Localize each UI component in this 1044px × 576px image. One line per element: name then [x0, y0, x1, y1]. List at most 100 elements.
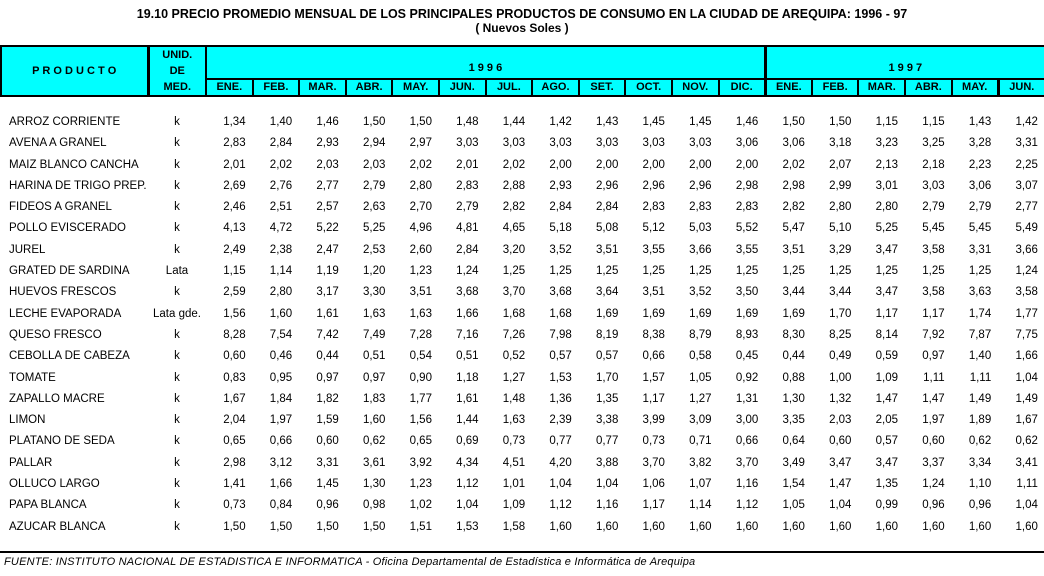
price-cell: 3,52: [532, 239, 579, 262]
price-cell: 1,11: [905, 367, 952, 389]
price-cell: 3,49: [765, 452, 812, 475]
price-cell: 1,25: [858, 261, 906, 283]
price-cell: 3,82: [671, 452, 719, 475]
price-cell: 1,70: [578, 367, 626, 389]
price-cell: 0,45: [718, 346, 766, 368]
product-column-header: P R O D U C T O: [0, 45, 149, 97]
price-cell: 0,54: [392, 346, 439, 368]
price-cell: 1,66: [252, 474, 300, 496]
price-cell: 1,47: [811, 474, 859, 496]
price-cell: 2,80: [252, 282, 300, 304]
price-cell: 0,69: [438, 431, 486, 453]
unit-cell: k: [148, 367, 206, 389]
price-cell: 1,60: [671, 516, 719, 538]
price-cell: 4,51: [485, 452, 533, 475]
price-cell: 1,06: [625, 474, 672, 496]
price-cell: 1,61: [299, 303, 346, 325]
price-cell: 2,93: [299, 133, 346, 155]
price-cell: 2,94: [345, 133, 393, 155]
price-cell: 1,43: [578, 96, 626, 134]
product-cell: PAPA BLANCA: [1, 495, 148, 517]
unit-cell: k: [148, 388, 206, 411]
price-cell: 1,50: [345, 96, 393, 134]
price-cell: 0,66: [625, 346, 672, 368]
price-cell: 1,58: [485, 516, 533, 538]
price-cell: 3,68: [438, 282, 486, 304]
price-cell: 1,16: [718, 474, 766, 496]
month-header: MAR.: [857, 78, 907, 97]
price-cell: 2,96: [671, 175, 719, 198]
price-cell: 7,49: [345, 324, 393, 347]
price-cell: 3,29: [811, 239, 859, 262]
price-cell: 1,10: [951, 474, 999, 496]
price-cell: 2,76: [252, 175, 300, 198]
month-header: MAR.: [298, 78, 347, 97]
price-cell: 3,37: [905, 452, 952, 475]
price-cell: 2,01: [206, 154, 253, 176]
price-cell: 1,69: [765, 303, 812, 325]
price-cell: 3,44: [811, 282, 859, 304]
price-cell: 1,63: [392, 303, 439, 325]
price-cell: 1,01: [485, 474, 533, 496]
price-cell: 2,00: [532, 154, 579, 176]
price-cell: 1,49: [951, 388, 999, 411]
unit-cell: k: [148, 218, 206, 240]
price-cell: 1,50: [392, 96, 439, 134]
price-cell: 1,12: [532, 495, 579, 517]
price-cell: 3,58: [905, 282, 952, 304]
product-cell: AZUCAR BLANCA: [1, 516, 148, 538]
price-cell: 0,60: [299, 431, 346, 453]
price-cell: 4,96: [392, 218, 439, 240]
price-cell: 2,00: [625, 154, 672, 176]
price-cell: 1,77: [392, 388, 439, 411]
price-cell: 2,79: [905, 197, 952, 219]
source-note: FUENTE: INSTITUTO NACIONAL DE ESTADISTIC…: [4, 556, 696, 568]
price-cell: 7,92: [905, 324, 952, 347]
price-cell: 2,88: [485, 175, 533, 198]
price-cell: 8,79: [671, 324, 719, 347]
price-cell: 0,84: [252, 495, 300, 517]
price-cell: 3,20: [485, 239, 533, 262]
price-cell: 7,28: [392, 324, 439, 347]
price-cell: 0,60: [811, 431, 859, 453]
price-cell: 1,56: [392, 410, 439, 432]
price-cell: 3,51: [765, 239, 812, 262]
price-cell: 1,77: [998, 303, 1044, 325]
price-cell: 3,51: [625, 282, 672, 304]
price-cell: 3,92: [392, 452, 439, 475]
price-cell: 2,93: [532, 175, 579, 198]
price-cell: 0,52: [485, 346, 533, 368]
price-cell: 1,56: [206, 303, 253, 325]
price-cell: 5,49: [998, 218, 1044, 240]
price-cell: 2,02: [252, 154, 300, 176]
price-cell: 2,98: [765, 175, 812, 198]
price-cell: 1,60: [252, 303, 300, 325]
table-row: AZUCAR BLANCA k 1,50 1,50 1,50 1,50 1,51 1,53 1,…: [1, 516, 1044, 538]
price-cell: 1,48: [438, 96, 486, 134]
price-cell: 1,24: [998, 261, 1044, 283]
price-cell: 3,55: [718, 239, 766, 262]
price-cell: 1,17: [625, 495, 672, 517]
table-row: GRATED DE SARDINA Lata 1,15 1,14 1,19 1,20 1,2…: [1, 261, 1044, 283]
unit-header-line: DE: [169, 65, 185, 77]
price-cell: 1,45: [625, 96, 672, 134]
price-cell: 1,23: [392, 261, 439, 283]
price-cell: 4,65: [485, 218, 533, 240]
price-cell: 0,77: [578, 431, 626, 453]
price-cell: 3,30: [345, 282, 393, 304]
price-cell: 1,60: [718, 516, 766, 538]
price-cell: 0,62: [951, 431, 999, 453]
price-cell: 0,46: [252, 346, 300, 368]
price-cell: 3,23: [858, 133, 906, 155]
price-cell: 5,12: [625, 218, 672, 240]
price-cell: 1,46: [718, 96, 766, 134]
price-cell: 1,04: [998, 495, 1044, 517]
unit-cell: k: [148, 410, 206, 432]
price-cell: 3,66: [671, 239, 719, 262]
price-cell: 8,19: [578, 324, 626, 347]
price-cell: 2,23: [951, 154, 999, 176]
price-cell: 1,25: [671, 261, 719, 283]
price-cell: 5,22: [299, 218, 346, 240]
table-row: PLATANO DE SEDA k 0,65 0,66 0,60 0,62 0,65 0,69…: [1, 431, 1044, 453]
year-1996-header: 1 9 9 6: [204, 45, 767, 80]
